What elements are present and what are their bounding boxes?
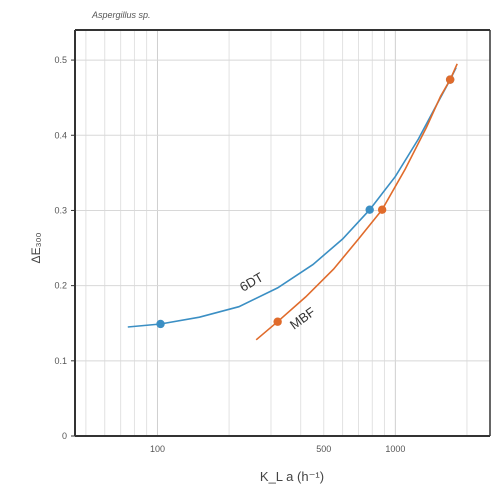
data-point-mbf [273,318,281,326]
data-point-mbf [378,205,386,213]
data-point-6dt [156,320,164,328]
plot-background [75,30,490,436]
y-tick-label: 0.2 [54,281,67,291]
y-tick-label: 0.4 [54,130,67,140]
y-tick-label: 0.3 [54,205,67,215]
chart-title: Aspergillus sp. [91,10,151,20]
x-tick-label: 1000 [385,444,405,454]
y-tick-label: 0.1 [54,356,67,366]
data-point-6dt [365,205,373,213]
y-tick-label: 0 [62,431,67,441]
plot-area [75,30,490,436]
x-axis-title: K_L a (h⁻¹) [260,469,324,484]
x-tick-label: 100 [150,444,165,454]
x-tick-label: 500 [316,444,331,454]
y-tick-label: 0.5 [54,55,67,65]
y-axis-title: ΔE₃₀₀ [29,233,43,264]
data-point-mbf [446,75,454,83]
